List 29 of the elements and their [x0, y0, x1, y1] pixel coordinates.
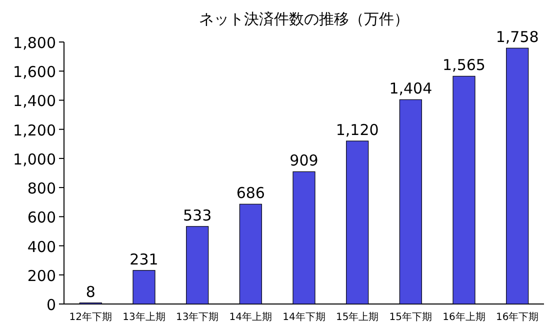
- data-label: 1,120: [336, 120, 379, 139]
- y-tick-label: 800: [27, 180, 56, 198]
- data-label: 1,758: [496, 28, 539, 46]
- x-tick-label: 14年上期: [229, 311, 272, 323]
- x-tick-label: 15年上期: [336, 311, 379, 323]
- y-tick-label: 1,000: [13, 150, 56, 168]
- x-tick-label: 14年下期: [282, 311, 326, 323]
- x-tick-label: 15年下期: [389, 311, 432, 323]
- y-tick-label: 400: [27, 238, 56, 256]
- data-label: 909: [290, 152, 318, 170]
- y-tick-label: 0: [46, 296, 56, 314]
- y-tick-label: 200: [27, 266, 56, 285]
- data-label: 231: [130, 250, 158, 268]
- data-label: 533: [183, 206, 212, 224]
- y-tick-label: 1,800: [13, 34, 56, 52]
- x-tick-label: 13年上期: [122, 311, 166, 323]
- y-tick-label: 1,200: [13, 121, 56, 140]
- y-tick-label: 600: [27, 208, 56, 227]
- data-label: 8: [86, 282, 96, 301]
- y-tick-label: 1,600: [13, 63, 56, 82]
- x-tick-label: 16年下期: [496, 311, 539, 323]
- data-label: 1,404: [389, 80, 432, 98]
- data-label: 686: [236, 184, 265, 202]
- x-tick-label: 13年下期: [176, 311, 219, 323]
- x-tick-label: 12年下期: [69, 311, 112, 323]
- y-tick-label: 1,400: [13, 92, 56, 110]
- data-label: 1,565: [442, 56, 486, 74]
- chart-title: ネット決済件数の推移（万件）: [199, 10, 409, 28]
- x-tick-label: 16年上期: [442, 311, 486, 323]
